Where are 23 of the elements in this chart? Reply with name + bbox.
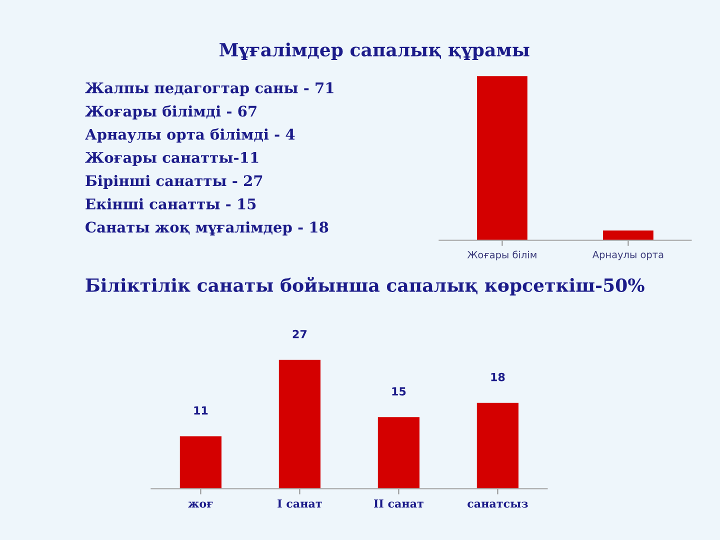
x-tick-label: II санат — [374, 499, 424, 508]
chart-title: Біліктілік санаты бойынша сапалық көрсеткіш-50% — [86, 276, 644, 296]
x-tick-label: жоғ — [188, 502, 213, 508]
text: Жоғары білімді - 67 — [85, 105, 256, 120]
data-label: 18 — [491, 372, 505, 382]
bar — [476, 402, 518, 489]
data-label: 11 — [194, 406, 208, 414]
text: Жалпы педагогтар саны - 71 — [85, 82, 334, 96]
data-label: 15 — [392, 387, 406, 396]
text: Жоғары санатты-11 — [85, 152, 258, 166]
x-tick-label: I санат — [278, 499, 322, 508]
text: Арнаулы орта білімді - 4 — [85, 128, 295, 143]
text: Санаты жоқ мұғалімдер - 18 — [86, 221, 328, 236]
x-tick-label: Жоғары білім — [467, 250, 536, 260]
text: Екінші санатты - 15 — [86, 198, 256, 210]
x-tick-label: санатсыз — [468, 502, 528, 508]
chart-title: Мұғалімдер сапалық құрамы — [220, 42, 530, 60]
data-label: 27 — [292, 330, 307, 338]
bar — [180, 436, 222, 489]
bar — [378, 417, 420, 489]
x-tick-label: Арнаулы орта — [592, 251, 664, 260]
bar — [278, 360, 320, 489]
text: Бірінші санатты - 27 — [86, 174, 262, 190]
